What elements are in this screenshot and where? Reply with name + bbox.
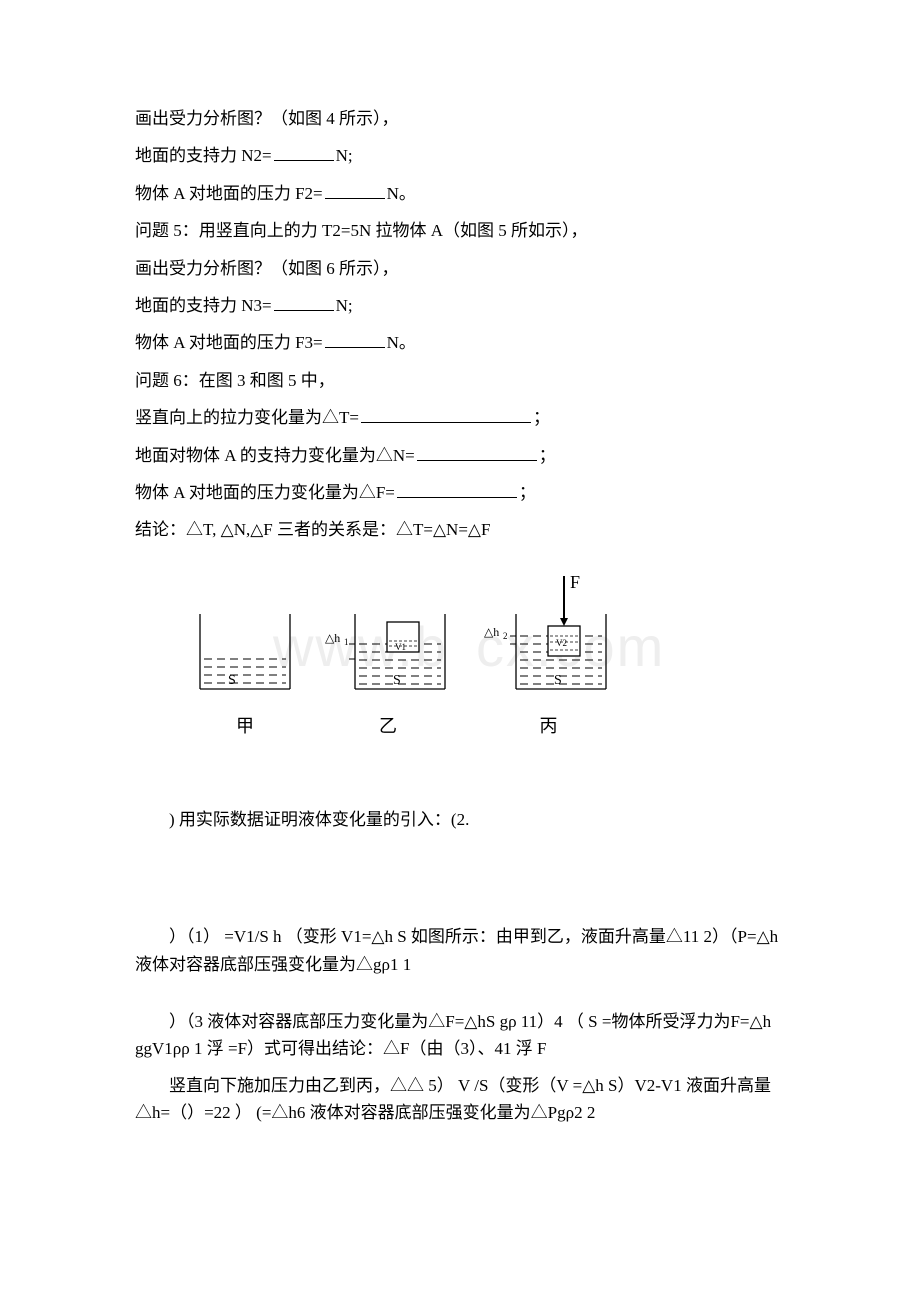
text-segment: 地面的支持力 N2= [135,146,272,165]
svg-text:F: F [570,572,580,592]
body-line: 地面的支持力 N3= N; [135,287,785,324]
container-svg-bing: V2 F △h 2 S [481,569,616,699]
text-segment: 地面的支持力 N3= [135,296,272,315]
svg-text:S: S [554,673,562,688]
text-segment: N; [336,146,353,165]
blank-fill [274,160,334,161]
container-svg-jia: S [195,589,295,699]
svg-text:S: S [228,673,236,688]
text-segment: 物体 A 对地面的压力 F3= [135,333,323,352]
svg-text:V1: V1 [395,642,406,652]
label-yi: 乙 [379,707,397,747]
text-segment: ； [519,483,536,502]
container-bing: V2 F △h 2 S 丙 [481,569,616,747]
body-line: 物体 A 对地面的压力 F2= N。 [135,175,785,212]
svg-text:S: S [393,673,401,688]
blank-fill [274,310,334,311]
text-segment: 竖直向上的拉力变化量为△T= [135,408,359,427]
paragraph: ) 用实际数据证明液体变化量的引入：(2. [135,806,785,833]
svg-text:2: 2 [503,631,508,641]
container-diagram: www.bcx.com S [195,569,615,747]
body-line: 地面对物体 A 的支持力变化量为△N= ； [135,437,785,474]
blank-fill [397,497,517,498]
body-line: 物体 A 对地面的压力 F3= N。 [135,324,785,361]
blank-fill [325,198,385,199]
blank-fill [417,460,537,461]
svg-text:1: 1 [344,637,349,647]
body-line: 地面的支持力 N2= N; [135,137,785,174]
text-segment: N。 [387,333,416,352]
container-svg-yi: V1 △h 1 S [323,589,453,699]
body-line: 问题 5：用竖直向上的力 T2=5N 拉物体 A（如图 5 所如示）， [135,212,785,249]
body-line: 问题 6：在图 3 和图 5 中， [135,362,785,399]
text-segment: ； [533,408,550,427]
container-yi: V1 △h 1 S 乙 [323,589,453,747]
paragraph: ）（1） =V1/S h （变形 V1=△h S 如图所示：由甲到乙，液面升高量… [135,923,785,977]
body-line: 画出受力分析图？（如图 4 所示）， [135,100,785,137]
paragraph: 竖直向下施加压力由乙到丙，△△ 5） V /S（变形（V =△h S）V2-V1… [135,1072,785,1126]
label-jia: 甲 [236,707,254,747]
label-bing: 丙 [540,707,558,747]
paragraph: ）（3 液体对容器底部压力变化量为△F=△hS gρ 11）4 （ S =物体所… [135,1008,785,1062]
text-segment: 物体 A 对地面的压力 F2= [135,184,323,203]
blank-fill [361,422,531,423]
body-line: 结论：△T, △N,△F 三者的关系是：△T=△N=△F [135,511,785,548]
body-line: 竖直向上的拉力变化量为△T= ； [135,399,785,436]
svg-text:V2: V2 [556,638,567,648]
blank-fill [325,347,385,348]
svg-text:△h: △h [484,625,499,639]
text-segment: N; [336,296,353,315]
container-jia: S 甲 [195,589,295,747]
body-line: 画出受力分析图？（如图 6 所示）， [135,250,785,287]
text-segment: 地面对物体 A 的支持力变化量为△N= [135,446,415,465]
svg-text:△h: △h [325,631,340,645]
text-segment: 物体 A 对地面的压力变化量为△F= [135,483,395,502]
text-segment: ； [539,446,556,465]
text-segment: N。 [387,184,416,203]
body-line: 物体 A 对地面的压力变化量为△F= ； [135,474,785,511]
